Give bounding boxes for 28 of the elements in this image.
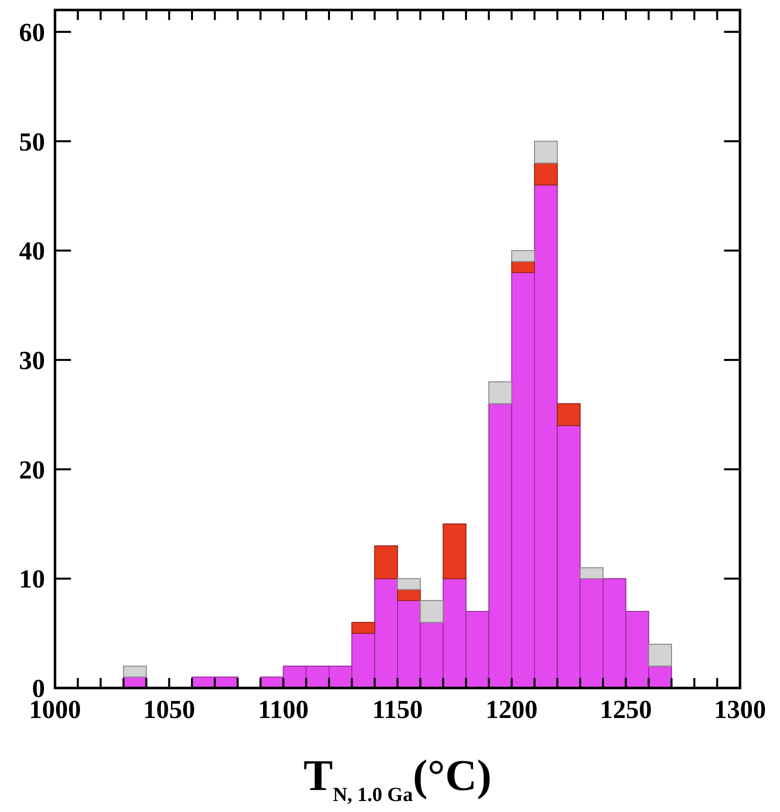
y-tick-label: 40 (19, 236, 45, 266)
bar (511, 261, 535, 273)
x-tick-label: 1200 (486, 695, 538, 724)
x-axis-title: T$_{N, 1.0 Ga}$(°C) (303, 751, 492, 806)
bar (374, 545, 398, 580)
bar (556, 403, 581, 426)
y-tick-label: 10 (19, 564, 45, 594)
y-tick-label: 50 (19, 127, 45, 156)
bar (648, 644, 672, 667)
y-tick-label: 20 (19, 455, 45, 484)
y-tick-label: 60 (19, 18, 45, 47)
x-tick-label: 1100 (258, 695, 309, 724)
bar (420, 600, 444, 623)
bar (442, 523, 466, 580)
bar (123, 666, 147, 678)
bar (351, 622, 376, 634)
bar (534, 140, 558, 164)
bar (511, 250, 535, 262)
x-tick-label: 1050 (143, 695, 196, 724)
bar (534, 162, 558, 186)
bar (488, 381, 512, 404)
y-tick-label: 30 (19, 346, 45, 376)
bar (397, 589, 421, 602)
x-tick-label: 1250 (600, 695, 652, 724)
x-tick-label: 1150 (372, 695, 423, 724)
bar (397, 578, 421, 590)
bar (580, 567, 604, 580)
x-tick-label: 1300 (714, 695, 766, 724)
